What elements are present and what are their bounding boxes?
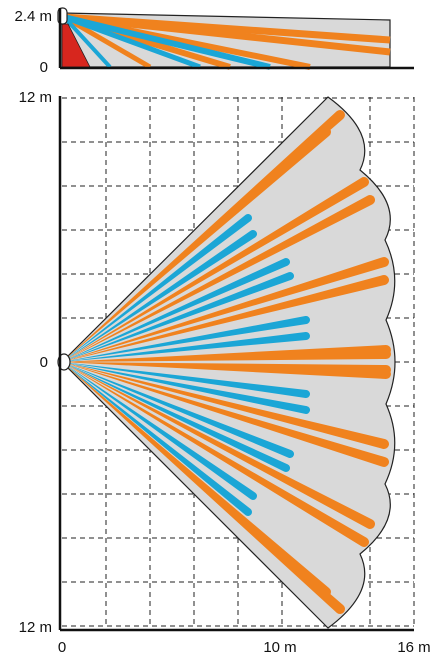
beam xyxy=(62,362,391,375)
top-label: 0 xyxy=(40,354,48,371)
beam xyxy=(62,258,290,362)
beam xyxy=(62,362,391,380)
beam xyxy=(62,127,331,362)
beam xyxy=(62,362,310,414)
beam xyxy=(62,362,369,547)
beam xyxy=(62,272,294,362)
beam xyxy=(62,362,376,529)
beam xyxy=(62,362,389,467)
beam xyxy=(62,362,331,597)
beam xyxy=(62,345,391,362)
beam xyxy=(62,214,252,362)
beam xyxy=(62,332,310,362)
beam xyxy=(62,316,310,362)
top-label: 16 m xyxy=(397,639,430,656)
side-label: 2.4 m xyxy=(14,8,52,25)
beam xyxy=(62,195,376,362)
side-view xyxy=(57,7,391,70)
side-beam xyxy=(63,13,391,56)
top-view xyxy=(57,96,415,629)
top-label: 0 xyxy=(58,639,66,656)
top-label: 12 m xyxy=(19,89,52,106)
top-label: 12 m xyxy=(19,619,52,636)
side-beam xyxy=(63,14,201,70)
side-beam xyxy=(63,14,271,70)
beam xyxy=(62,257,389,362)
top-label: 10 m xyxy=(263,639,296,656)
beam xyxy=(62,177,369,362)
beam xyxy=(62,230,257,362)
beam xyxy=(62,362,290,472)
beam xyxy=(62,275,389,362)
side-label: 0 xyxy=(40,59,48,76)
beam xyxy=(62,362,257,500)
beam xyxy=(62,362,310,398)
beam xyxy=(62,349,391,362)
beam xyxy=(62,362,389,449)
side-beam xyxy=(62,15,112,69)
side-beam xyxy=(62,14,152,70)
beam xyxy=(62,362,294,459)
beams xyxy=(57,110,391,614)
beam xyxy=(62,362,252,516)
